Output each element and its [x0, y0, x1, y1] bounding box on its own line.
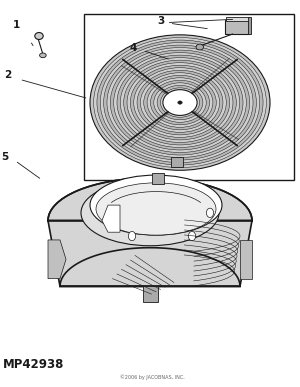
Bar [225, 20, 249, 34]
Ellipse shape [164, 91, 196, 115]
Text: 4: 4 [130, 43, 137, 53]
Ellipse shape [144, 75, 216, 130]
Bar [226, 17, 249, 21]
Text: 2: 2 [4, 70, 11, 80]
Bar [84, 14, 294, 180]
Text: MP42938: MP42938 [3, 358, 64, 371]
Ellipse shape [97, 40, 263, 165]
Ellipse shape [130, 65, 230, 140]
Ellipse shape [94, 38, 266, 168]
Circle shape [206, 208, 214, 217]
Ellipse shape [107, 48, 253, 158]
Circle shape [128, 231, 136, 241]
Ellipse shape [134, 68, 226, 137]
Ellipse shape [150, 80, 210, 125]
Ellipse shape [96, 183, 216, 235]
Ellipse shape [110, 50, 250, 155]
Ellipse shape [90, 35, 270, 170]
Polygon shape [48, 178, 252, 286]
Ellipse shape [120, 58, 240, 147]
Text: 5: 5 [1, 152, 8, 162]
Ellipse shape [100, 43, 260, 163]
Ellipse shape [127, 63, 233, 142]
Polygon shape [48, 240, 66, 279]
Bar [152, 173, 164, 184]
Text: 3: 3 [157, 16, 164, 26]
Ellipse shape [40, 53, 46, 58]
Bar [248, 17, 250, 34]
Polygon shape [102, 205, 120, 232]
Ellipse shape [103, 45, 256, 160]
Ellipse shape [35, 33, 43, 39]
Circle shape [110, 208, 118, 217]
Ellipse shape [117, 55, 243, 150]
Ellipse shape [178, 101, 182, 104]
Ellipse shape [160, 88, 200, 117]
Circle shape [188, 231, 196, 241]
Polygon shape [240, 240, 252, 279]
Ellipse shape [154, 83, 206, 122]
Ellipse shape [81, 180, 219, 246]
Ellipse shape [137, 70, 223, 135]
Ellipse shape [157, 86, 203, 120]
Ellipse shape [114, 53, 246, 152]
Ellipse shape [140, 73, 220, 132]
Ellipse shape [147, 78, 213, 127]
Text: 1: 1 [13, 20, 20, 30]
Ellipse shape [163, 90, 197, 115]
Ellipse shape [196, 44, 203, 50]
Bar [142, 286, 158, 302]
Bar [171, 157, 183, 167]
Ellipse shape [124, 60, 236, 145]
Text: ©2006 by JACOBNAS, INC.: ©2006 by JACOBNAS, INC. [120, 374, 185, 380]
Ellipse shape [90, 175, 222, 235]
